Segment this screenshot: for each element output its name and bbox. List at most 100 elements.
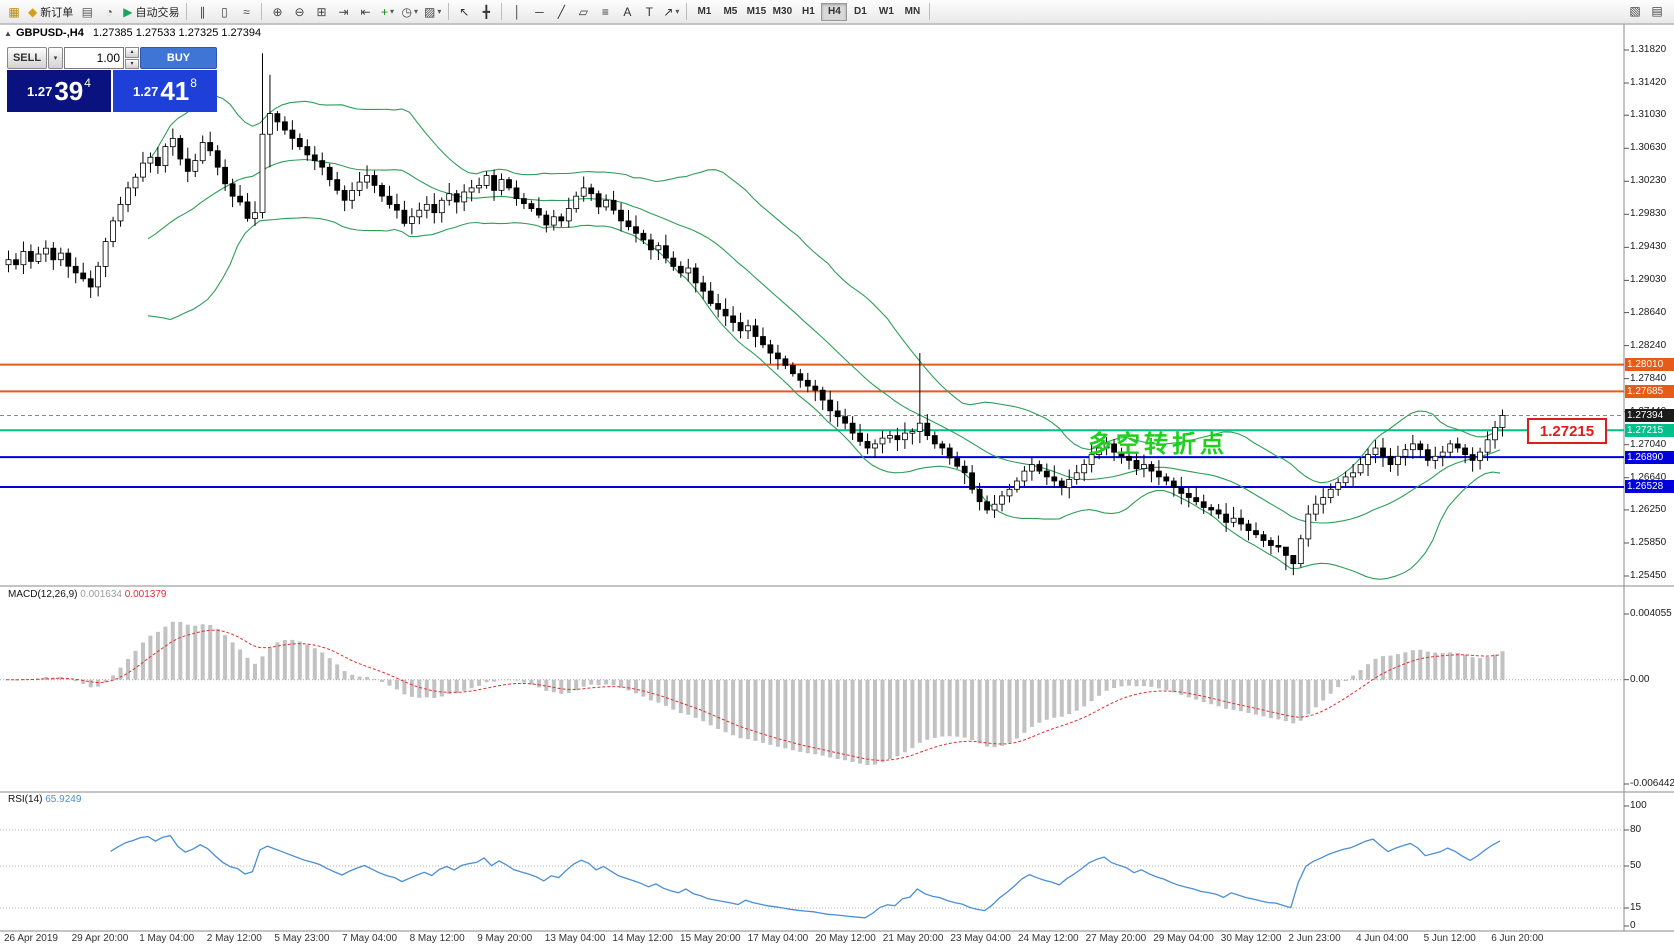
timeframe-h4-button[interactable]: H4: [821, 2, 848, 21]
trade-panel-collapse-icon[interactable]: ▲: [4, 29, 12, 38]
vertical-line-tool-icon[interactable]: │: [506, 2, 528, 22]
price-axis-label: 1.27040: [1630, 438, 1667, 450]
horizontal-line-tool-icon[interactable]: ─: [528, 2, 550, 22]
periods-button[interactable]: ◷ ▾: [398, 2, 421, 22]
time-axis-label: 14 May 12:00: [612, 933, 673, 944]
fibonacci-tool-icon[interactable]: ≡: [594, 2, 616, 22]
time-axis-label: 5 Jun 12:00: [1423, 933, 1476, 944]
ohlc-values: 1.27385 1.27533 1.27325 1.27394: [92, 27, 262, 39]
buy-price-prefix: 1.27: [133, 83, 159, 99]
time-axis-label: 6 Jun 20:00: [1491, 933, 1544, 944]
turning-point-annotation[interactable]: 多空转折点: [1088, 431, 1228, 459]
panel-frames: [0, 23, 1674, 932]
candlestick-chart-icon[interactable]: ▯: [213, 2, 235, 22]
chart-shift-icon[interactable]: ⇤: [354, 2, 376, 22]
price-axis-label: 1.31820: [1630, 44, 1667, 55]
macd-indicator-label: MACD(12,26,9) 0.001634 0.001379: [8, 589, 166, 600]
arrows-tool-icon[interactable]: ↗ ▾: [660, 2, 682, 22]
time-axis-label: 13 May 04:00: [544, 933, 606, 944]
price-axis-label: 1.28640: [1630, 306, 1667, 318]
trendline-tool-icon[interactable]: ╱: [550, 2, 572, 22]
price-axis-label: 1.29830: [1630, 208, 1667, 220]
auto-scroll-icon[interactable]: ⇥: [332, 2, 354, 22]
timeframe-m30-button[interactable]: M30: [769, 3, 795, 21]
chart-title: GBPUSD-,H4 1.27385 1.27533 1.27325 1.273…: [16, 27, 261, 39]
rsi-value: 65.9249: [45, 794, 82, 805]
sell-price-box[interactable]: 1.27 39 4: [7, 70, 111, 112]
rsi-axis-label: 100: [1630, 800, 1647, 811]
navigator-icon[interactable]: ◔: [98, 2, 120, 22]
autotrading-button[interactable]: ▶ 自动交易: [120, 2, 182, 22]
macd-signal-value: 0.001379: [124, 589, 167, 600]
timeframe-mn-button[interactable]: MN: [899, 3, 925, 21]
current-price-tag: 1.27394: [1625, 408, 1674, 422]
timeframe-d1-button[interactable]: D1: [847, 3, 873, 21]
hline-price-tag: 1.27215: [1625, 423, 1674, 437]
time-axis-label: 24 May 12:00: [1018, 933, 1079, 944]
time-axis-label: 17 May 04:00: [747, 933, 809, 944]
lot-stepper: ▴ ▾: [125, 47, 139, 69]
timeframe-w1-button[interactable]: W1: [873, 3, 899, 21]
buy-button[interactable]: BUY: [140, 47, 217, 69]
candles-layer: [5, 53, 1506, 576]
bollinger-bands-layer: [147, 95, 1501, 580]
app-logo-icon[interactable]: ▦: [3, 2, 25, 22]
timeframe-m15-button[interactable]: M15: [743, 3, 769, 21]
sell-price-pips: 39: [54, 76, 84, 106]
lot-size-input[interactable]: [64, 47, 124, 69]
text-tool-icon[interactable]: A: [616, 2, 638, 22]
price-callout-box[interactable]: 1.27215: [1527, 418, 1607, 445]
time-axis-label: 2 May 12:00: [206, 933, 262, 944]
price-axis-label: 1.30230: [1630, 175, 1667, 187]
toolbar-separator: [186, 3, 188, 20]
time-axis-label: 29 May 04:00: [1153, 933, 1214, 944]
toolbar-separator: [261, 3, 263, 20]
time-axis-label: 26 Apr 2019: [4, 933, 58, 944]
timeframe-h1-button[interactable]: H1: [795, 3, 821, 21]
toolbar-separator: [929, 3, 931, 20]
rsi-name: RSI(14): [8, 794, 43, 805]
zoom-out-icon[interactable]: ⊖: [288, 2, 310, 22]
sell-button[interactable]: SELL: [7, 47, 47, 69]
toolbar-extra-1-icon[interactable]: ▧: [1624, 1, 1646, 21]
sell-options-caret-icon[interactable]: ▾: [48, 47, 63, 69]
price-axis-label: 1.29430: [1630, 241, 1667, 253]
price-axis-label: 1.31420: [1630, 77, 1667, 89]
time-axis-label: 30 May 12:00: [1220, 933, 1282, 944]
macd-layer: [0, 621, 1624, 765]
label-tool-icon[interactable]: T: [638, 2, 660, 22]
toolbar-right-group: ▧ ▤: [1624, 1, 1668, 21]
axis-ticks: [1624, 49, 1629, 927]
templates-button[interactable]: ▨ ▾: [421, 2, 444, 22]
timeframe-m1-button[interactable]: M1: [691, 3, 717, 21]
bar-chart-icon[interactable]: ∥: [191, 2, 213, 22]
price-axis-label: 1.26250: [1630, 503, 1667, 515]
toolbar-extra-2-icon[interactable]: ▤: [1646, 1, 1668, 21]
sell-price-point: 4: [84, 76, 91, 90]
zoom-in-icon[interactable]: ⊕: [266, 2, 288, 22]
crosshair-tool-icon[interactable]: ╋: [475, 2, 497, 22]
time-axis-label: 20 May 12:00: [815, 933, 876, 944]
time-axis-label: 4 Jun 04:00: [1356, 933, 1409, 944]
hline-price-tag: 1.26528: [1625, 480, 1674, 494]
time-axis-label: 1 May 04:00: [139, 933, 195, 944]
time-axis-label: 7 May 04:00: [342, 933, 398, 944]
cursor-tool-icon[interactable]: ↖: [453, 2, 475, 22]
new-order-button[interactable]: ◆ 新订单: [25, 2, 76, 22]
lot-down-button[interactable]: ▾: [125, 58, 139, 69]
time-axis-label: 5 May 23:00: [274, 933, 330, 944]
time-axis-label: 9 May 20:00: [477, 933, 533, 944]
lot-up-button[interactable]: ▴: [125, 47, 139, 58]
market-watch-icon[interactable]: ▤: [76, 2, 98, 22]
timeframe-m5-button[interactable]: M5: [717, 3, 743, 21]
channel-tool-icon[interactable]: ▱: [572, 2, 594, 22]
buy-price-box[interactable]: 1.27 41 8: [113, 70, 217, 112]
macd-axis-label: 0.004055: [1630, 608, 1672, 619]
hline-price-tag: 1.26890: [1625, 450, 1674, 464]
line-chart-icon[interactable]: ≈: [235, 2, 257, 22]
price-axis-label: 1.27840: [1630, 372, 1667, 384]
tile-windows-icon[interactable]: ⊞: [310, 2, 332, 22]
indicators-button[interactable]: + ▾: [376, 2, 398, 22]
